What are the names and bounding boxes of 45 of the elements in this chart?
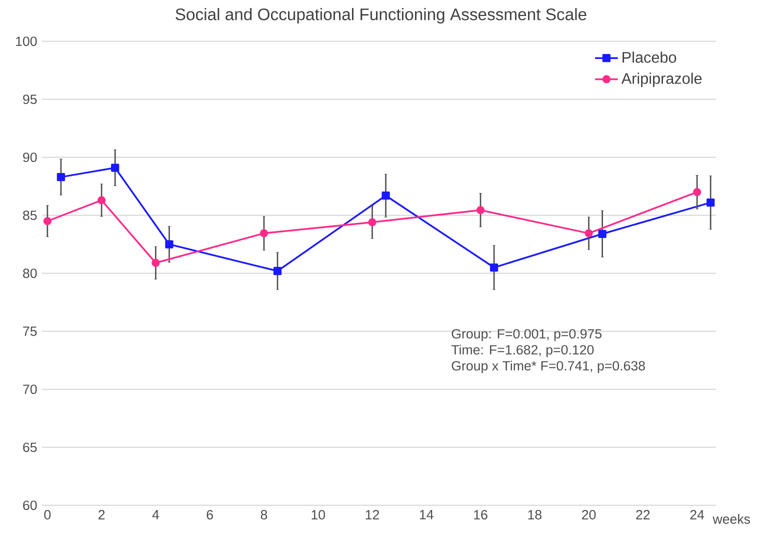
y-tick-label: 95 <box>23 94 37 104</box>
point <box>165 240 174 248</box>
point <box>692 188 702 196</box>
y-tick-label: 75 <box>23 326 37 336</box>
chart-title: Social and Occupational Functioning Assessment Scale <box>176 8 586 24</box>
point <box>476 206 485 214</box>
x-tick-label: 14 <box>420 510 434 520</box>
y-tick-label: 70 <box>23 384 37 394</box>
x-tick-label: 24 <box>690 510 704 520</box>
point <box>382 192 390 200</box>
x-axis-title: weeks <box>712 514 750 524</box>
y-tick-label: 90 <box>23 152 37 162</box>
x-tick-label: 2 <box>98 510 105 520</box>
point <box>260 229 268 238</box>
point <box>598 230 606 238</box>
x-tick-label: 18 <box>528 510 542 520</box>
legend-label: Placebo <box>622 52 676 63</box>
point <box>43 217 52 226</box>
x-tick-label: 12 <box>366 510 379 520</box>
y-tick-label: 60 <box>23 500 37 510</box>
annotation: Group: F=0.001, p=0.975 <box>452 329 602 342</box>
point <box>111 164 120 172</box>
x-tick-label: 4 <box>152 510 160 520</box>
annotation: Time: F=1.682, p=0.120 <box>451 344 594 358</box>
x-tick-label: 6 <box>206 510 213 520</box>
x-tick-label: 20 <box>582 510 596 520</box>
point <box>152 258 160 267</box>
annotation: Group x Time* F=0.741, p=0.638 <box>452 360 645 374</box>
y-tick-label: 80 <box>23 268 37 278</box>
point <box>706 198 715 207</box>
y-tick-label: 65 <box>23 442 37 452</box>
x-tick-label: 16 <box>474 510 488 520</box>
y-tick-label: 100 <box>16 36 37 46</box>
y-tick-label: 85 <box>23 210 37 220</box>
point <box>584 229 593 238</box>
x-tick-label: 10 <box>312 510 326 520</box>
point <box>97 196 106 204</box>
point <box>368 218 376 226</box>
x-tick-label: 8 <box>260 510 268 520</box>
point <box>490 263 498 272</box>
legend-label: Aripiprazole <box>621 72 702 87</box>
point <box>56 172 66 182</box>
point <box>273 266 282 276</box>
x-tick-label: 0 <box>44 510 51 520</box>
x-tick-label: 22 <box>636 510 650 520</box>
